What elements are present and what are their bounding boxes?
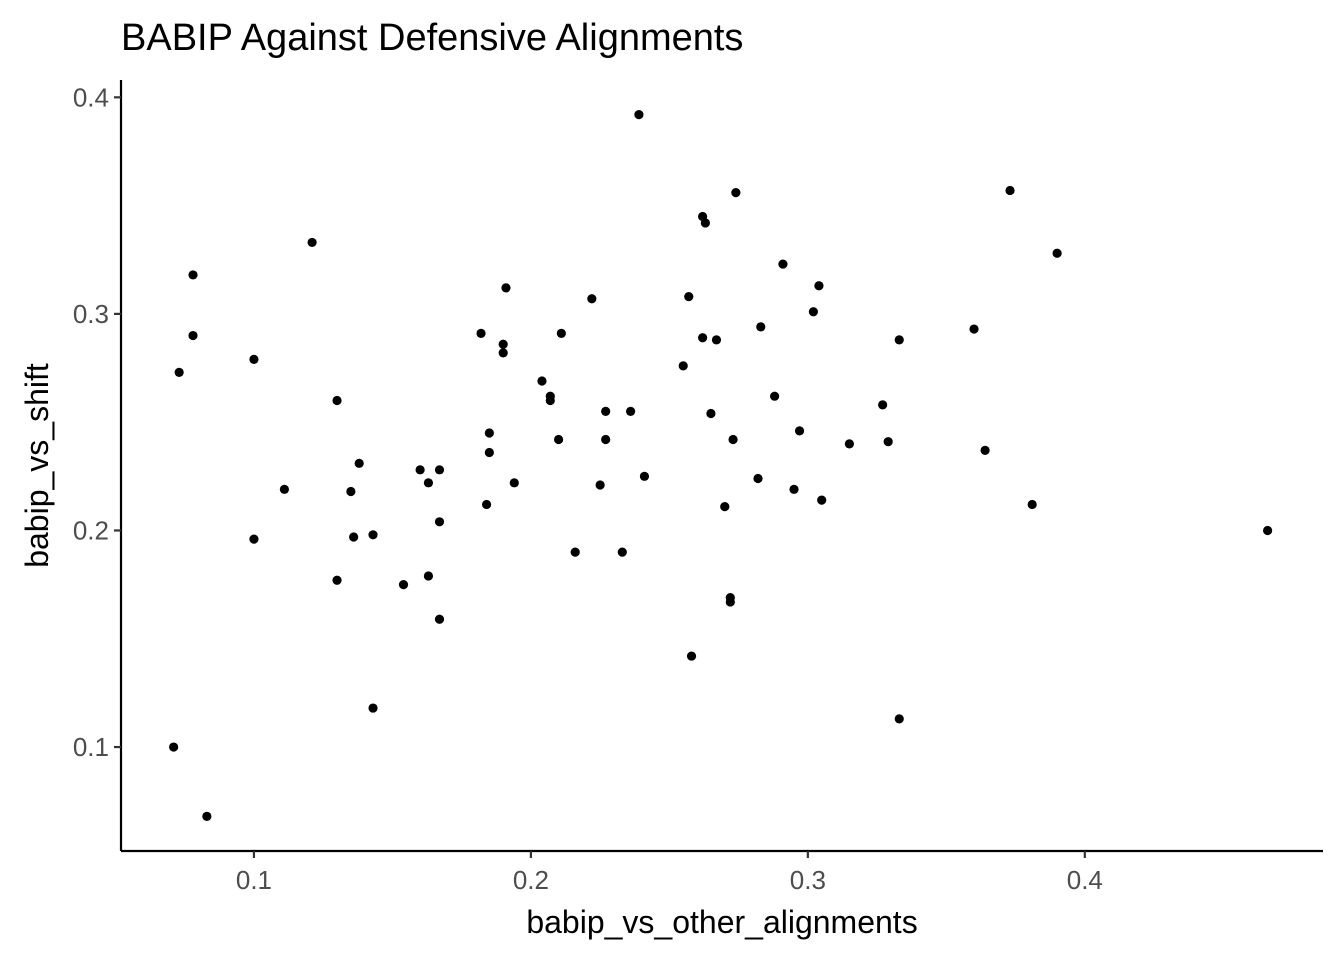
data-point <box>249 354 259 364</box>
data-point <box>332 575 342 585</box>
data-point <box>595 480 605 490</box>
x-axis-title: babip_vs_other_alignments <box>526 904 917 940</box>
data-point <box>249 534 259 544</box>
y-tick-label: 0.4 <box>73 82 109 112</box>
data-point <box>731 188 741 198</box>
data-point <box>279 484 290 494</box>
data-point <box>484 447 494 458</box>
y-tick-label: 0.3 <box>73 299 109 329</box>
y-tick-label: 0.2 <box>73 515 109 545</box>
data-point <box>1263 525 1273 536</box>
data-point <box>626 406 636 416</box>
data-point <box>878 400 888 410</box>
data-point <box>634 110 644 120</box>
data-point <box>434 465 445 475</box>
data-point <box>711 335 722 345</box>
data-point <box>770 391 780 401</box>
data-point <box>188 330 198 341</box>
data-point <box>398 580 409 590</box>
data-point <box>789 484 799 494</box>
data-point <box>509 478 519 488</box>
data-point <box>501 283 511 293</box>
data-point <box>969 324 979 334</box>
data-point <box>678 361 688 371</box>
y-axis-title: babip_vs_shift <box>19 363 55 568</box>
data-point <box>883 437 893 447</box>
data-point <box>706 408 716 419</box>
data-point <box>368 530 378 540</box>
x-tick-label: 0.2 <box>513 865 549 895</box>
data-point <box>794 426 805 436</box>
data-point <box>346 486 356 497</box>
data-point <box>423 478 434 488</box>
x-axis: 0.1 0.2 0.3 0.4 <box>121 849 1323 895</box>
data-point <box>415 465 425 475</box>
chart-title: BABIP Against Defensive Alignments <box>121 17 743 59</box>
data-point <box>332 395 342 406</box>
x-tick-label: 0.1 <box>236 865 272 895</box>
data-point <box>601 406 611 416</box>
data-point <box>808 307 818 317</box>
data-point <box>537 376 547 386</box>
data-point <box>1005 185 1015 196</box>
y-tick-label: 0.1 <box>73 732 109 762</box>
x-tick-label: 0.3 <box>790 865 826 895</box>
data-point <box>481 499 492 510</box>
data-point <box>307 237 317 248</box>
data-point <box>434 517 445 527</box>
data-point <box>753 473 763 484</box>
data-point <box>980 445 990 455</box>
data-point <box>553 434 564 445</box>
data-point <box>349 532 359 542</box>
data-point <box>169 742 179 752</box>
data-point <box>423 571 434 581</box>
data-point <box>617 547 627 557</box>
data-point <box>601 434 611 445</box>
data-point <box>202 811 212 821</box>
data-point <box>188 270 198 280</box>
data-points <box>169 110 1273 821</box>
data-point <box>556 328 566 338</box>
data-point <box>700 218 710 228</box>
data-point <box>728 434 738 445</box>
data-point <box>817 495 827 505</box>
data-point <box>587 294 597 304</box>
data-point <box>498 348 508 358</box>
data-point <box>498 339 508 349</box>
data-point <box>725 593 735 603</box>
y-axis: 0.1 0.2 0.3 0.4 <box>73 80 123 851</box>
data-point <box>354 458 364 468</box>
data-point <box>720 502 730 512</box>
data-point <box>639 471 650 481</box>
data-point <box>894 335 904 345</box>
data-point <box>686 651 697 661</box>
data-point <box>756 322 766 332</box>
data-point <box>1027 499 1037 510</box>
data-point <box>434 614 445 624</box>
data-point <box>698 333 708 343</box>
data-point <box>844 439 855 449</box>
data-point <box>545 395 555 406</box>
data-point <box>1052 248 1062 258</box>
data-point <box>484 428 494 438</box>
data-point <box>368 703 378 713</box>
data-point <box>894 714 904 724</box>
data-point <box>174 367 184 377</box>
x-tick-label: 0.4 <box>1067 865 1103 895</box>
data-point <box>684 291 694 302</box>
data-point <box>476 328 486 338</box>
data-point <box>814 281 824 291</box>
data-point <box>778 259 788 269</box>
data-point <box>570 547 580 557</box>
